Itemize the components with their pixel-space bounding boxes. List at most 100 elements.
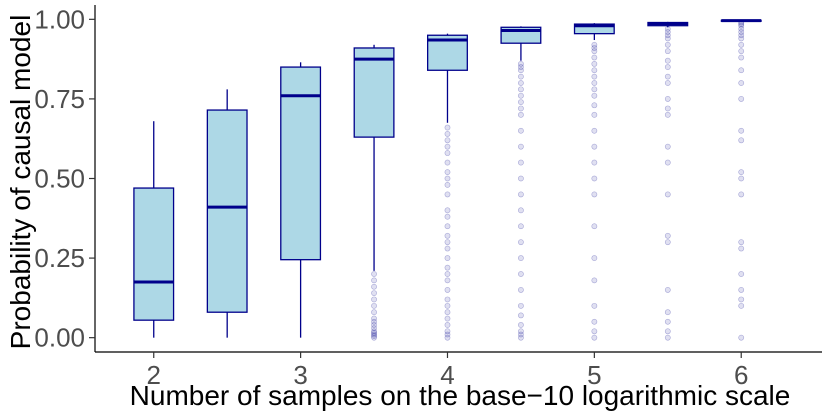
box xyxy=(133,121,175,338)
outlier-point xyxy=(518,328,524,335)
outlier-point xyxy=(518,175,524,182)
outlier-point xyxy=(664,64,671,70)
outlier-point xyxy=(444,264,451,271)
outlier-point xyxy=(444,181,451,188)
outlier-point xyxy=(371,283,377,290)
box xyxy=(353,44,395,271)
x-tick-label: 2 xyxy=(147,360,161,390)
box-body xyxy=(280,66,322,261)
outlier-point xyxy=(518,302,524,309)
outlier-point xyxy=(444,255,451,261)
y-tick-label: 1.00 xyxy=(34,4,85,34)
outlier-point xyxy=(664,73,671,80)
outlier-point xyxy=(518,92,524,99)
outlier-point xyxy=(591,80,598,86)
outlier-point xyxy=(738,67,745,74)
outlier-point xyxy=(664,32,671,39)
outlier-point xyxy=(444,315,451,322)
outlier-point xyxy=(518,111,524,118)
outlier-point xyxy=(664,96,671,102)
outlier-point xyxy=(664,191,671,198)
outlier-point xyxy=(738,191,745,198)
outlier-point xyxy=(371,318,377,325)
outlier-point xyxy=(664,232,671,239)
outlier-point xyxy=(444,124,451,131)
outlier-point xyxy=(444,309,451,316)
outlier-point xyxy=(371,309,377,316)
outlier-point xyxy=(591,277,598,284)
y-tick-label: 0.50 xyxy=(34,164,85,194)
outlier-point xyxy=(591,111,598,118)
outlier-point xyxy=(444,239,451,246)
y-tick-label: 0.25 xyxy=(34,243,85,273)
outlier-point xyxy=(518,223,524,230)
outlier-point xyxy=(591,334,598,341)
outlier-point xyxy=(518,67,524,74)
outlier-point xyxy=(591,127,598,134)
outlier-point xyxy=(664,35,671,42)
outlier-point xyxy=(738,41,745,48)
outlier-point xyxy=(591,102,598,109)
outlier-point xyxy=(371,328,377,335)
outlier-point xyxy=(591,328,598,335)
outlier-point xyxy=(444,271,451,277)
outlier-point xyxy=(518,127,524,134)
outlier-point xyxy=(444,331,451,338)
outlier-point xyxy=(518,60,524,67)
outlier-point xyxy=(518,143,524,150)
outlier-point xyxy=(591,175,598,182)
outlier-point xyxy=(738,245,745,252)
outlier-point xyxy=(664,57,671,64)
outlier-point xyxy=(738,54,745,61)
outlier-point xyxy=(444,296,451,303)
y-tick-label: 0.75 xyxy=(34,84,85,114)
outlier-point xyxy=(518,207,524,214)
outlier-point xyxy=(738,80,745,86)
y-axis-title: Probability of causal model xyxy=(5,15,36,350)
outlier-point xyxy=(591,191,598,198)
outlier-point xyxy=(738,287,745,293)
outlier-point xyxy=(664,318,671,325)
outlier-point xyxy=(738,29,745,35)
outlier-point xyxy=(518,239,524,246)
outlier-point xyxy=(738,271,745,277)
outlier-point xyxy=(444,232,451,239)
x-tick-label: 3 xyxy=(293,360,307,390)
outlier-point xyxy=(738,137,745,144)
box xyxy=(206,89,248,338)
outlier-point xyxy=(591,223,598,230)
outlier-point xyxy=(444,131,451,137)
x-tick-label: 4 xyxy=(440,360,454,390)
box-body xyxy=(133,187,175,321)
outlier-point xyxy=(591,41,598,48)
outlier-point xyxy=(444,223,451,230)
outlier-point xyxy=(738,48,745,55)
outlier-point xyxy=(738,25,745,32)
outlier-point xyxy=(591,255,598,261)
outlier-point xyxy=(444,334,451,341)
outlier-point xyxy=(738,32,745,39)
outlier-point xyxy=(371,331,377,338)
outlier-point xyxy=(591,302,598,309)
outlier-point xyxy=(738,239,745,246)
outlier-point xyxy=(664,80,671,86)
outlier-point xyxy=(591,143,598,150)
outlier-point xyxy=(738,334,745,341)
outliers-layer xyxy=(371,19,745,341)
outlier-point xyxy=(444,143,451,150)
outlier-point xyxy=(664,143,671,150)
outlier-point xyxy=(664,309,671,316)
outlier-point xyxy=(591,86,598,93)
outlier-point xyxy=(664,48,671,55)
box-body xyxy=(353,47,395,138)
box xyxy=(573,23,615,41)
outlier-point xyxy=(518,312,524,319)
outlier-point xyxy=(591,45,598,51)
outlier-point xyxy=(518,73,524,80)
outlier-point xyxy=(591,60,598,67)
box-body xyxy=(573,23,615,35)
box xyxy=(647,21,689,28)
outlier-point xyxy=(591,67,598,74)
x-ticks: 2 3 4 5 6 xyxy=(147,352,748,390)
outlier-point xyxy=(371,329,377,336)
